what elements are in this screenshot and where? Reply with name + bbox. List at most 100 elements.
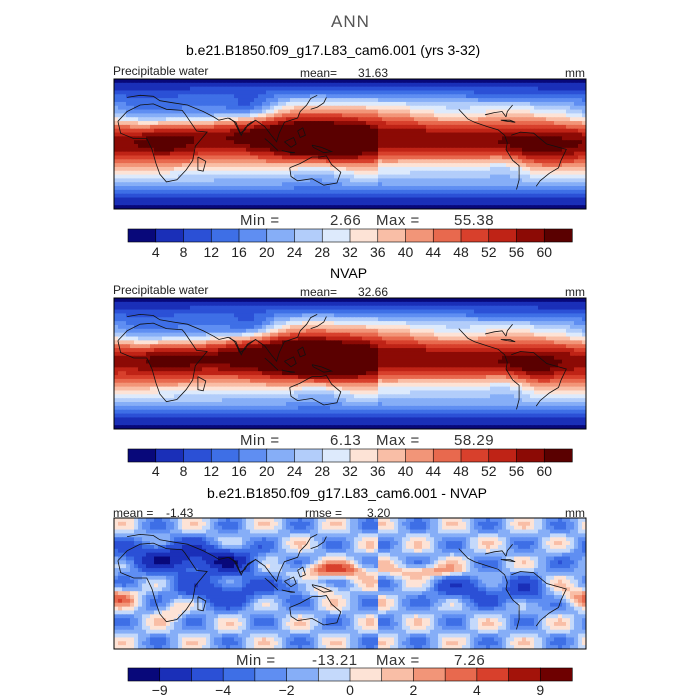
colorbar-1-swatch <box>432 228 462 243</box>
panel-3-max-label: Max = <box>376 652 420 669</box>
colorbar-2-tick-label: 32 <box>342 463 358 479</box>
panel-2-units: mm <box>565 285 585 299</box>
panel-3-units: mm <box>565 506 585 520</box>
colorbar-2-swatch <box>460 448 490 463</box>
colorbar-2-swatch <box>488 448 518 463</box>
panel-2-min-value: 6.13 <box>330 432 362 449</box>
panel-3-rmse-value: 3.20 <box>367 506 391 520</box>
colorbar-2-swatch <box>321 448 351 463</box>
colorbar-1-tick-label: 16 <box>231 244 247 260</box>
panel-2-map <box>114 298 586 429</box>
colorbar-1-swatch <box>155 228 185 243</box>
panel-3-mean-label: mean = <box>113 506 154 520</box>
colorbar-1-swatch <box>294 228 323 243</box>
colorbar-1-tick-label: 60 <box>536 244 552 260</box>
colorbar-3-swatch <box>381 667 415 682</box>
colorbar-3-tick-label: 9 <box>536 682 544 698</box>
panel-3-max-value: 7.26 <box>454 652 486 669</box>
colorbar-1-swatch <box>266 228 296 243</box>
colorbar-2-swatch <box>543 448 573 463</box>
colorbar-3-swatch <box>413 667 446 682</box>
colorbar-3-swatch <box>222 667 256 682</box>
colorbar-1-swatch <box>321 228 351 243</box>
panel-1-map <box>114 79 586 209</box>
colorbar-3-tick-label: −4 <box>215 682 231 698</box>
colorbar-2-swatch <box>127 448 157 463</box>
main-title: ANN <box>331 12 370 31</box>
colorbar-3-swatch <box>127 667 161 682</box>
colorbar-1-swatch <box>543 228 573 243</box>
colorbar-2-tick-label: 40 <box>398 463 414 479</box>
colorbar-1-tick-label: 12 <box>203 244 219 260</box>
colorbar-3-swatch <box>476 667 510 682</box>
panel-1-variable-label: Precipitable water <box>113 64 209 78</box>
colorbar-1-swatch <box>488 228 518 243</box>
panel-3-frame <box>113 517 587 650</box>
colorbar-1-tick-label: 24 <box>287 244 303 260</box>
panel-2-mean-value: 32.66 <box>358 285 389 299</box>
colorbar-2-tick-label: 28 <box>314 463 330 479</box>
colorbar-3-tick-label: 2 <box>410 682 418 698</box>
panel-2-mean-label: mean= <box>300 285 338 299</box>
colorbar-1-tick-label: 40 <box>398 244 414 260</box>
colorbar-3-swatch <box>159 667 193 682</box>
colorbar-1-tick-label: 44 <box>425 244 441 260</box>
colorbar-1-swatch <box>349 228 379 243</box>
colorbar-3-tick-label: −2 <box>279 682 295 698</box>
colorbar-3-swatch <box>286 667 319 682</box>
colorbar-1-swatch <box>183 228 212 243</box>
colorbar-2-tick-label: 52 <box>481 463 497 479</box>
colorbar-3-swatch <box>444 667 478 682</box>
colorbar-1-swatch <box>516 228 545 243</box>
panel-1-units: mm <box>565 66 585 80</box>
colorbar-3-tick-label: 0 <box>346 682 354 698</box>
colorbar-3-swatch <box>539 667 573 682</box>
colorbar-2-tick-label: 12 <box>203 463 219 479</box>
colorbar-2-swatch <box>210 448 240 463</box>
coastlines <box>117 94 567 630</box>
colorbar-2-swatch <box>349 448 379 463</box>
panel-1-max-value: 55.38 <box>454 212 495 229</box>
panel-1-mean-value: 31.63 <box>358 66 389 80</box>
colorbar-1-tick-label: 20 <box>259 244 275 260</box>
colorbar-1-swatch <box>460 228 490 243</box>
colorbar-2-tick-label: 24 <box>287 463 303 479</box>
panel-2-variable-label: Precipitable water <box>113 283 209 297</box>
colorbar-2-swatch <box>377 448 407 463</box>
panel-3-map <box>114 518 586 649</box>
colorbar-3-swatch <box>317 667 351 682</box>
colorbar-3-swatch <box>508 667 541 682</box>
colorbar-1-tick-label: 32 <box>342 244 358 260</box>
colorbar-2-tick-label: 4 <box>152 463 160 479</box>
panel-2-title: NVAP <box>330 265 368 281</box>
colorbar-1-tick-label: 8 <box>180 244 188 260</box>
panel-2-max-label: Max = <box>376 432 420 449</box>
colorbar-2-tick-label: 44 <box>425 463 441 479</box>
colorbar-1-swatch <box>210 228 240 243</box>
colorbar-2-tick-label: 60 <box>536 463 552 479</box>
panel-1-frame <box>113 78 587 210</box>
panel-3-title: b.e21.B1850.f09_g17.L83_cam6.001 - NVAP <box>207 485 487 501</box>
panel-2-max-value: 58.29 <box>454 432 495 449</box>
colorbar-3-swatch <box>254 667 288 682</box>
colorbar-2-tick-label: 48 <box>453 463 469 479</box>
colorbar-1-tick-label: 56 <box>509 244 525 260</box>
panel-3-min-label: Min = <box>236 652 276 669</box>
colorbar-2-swatch <box>405 448 434 463</box>
colorbar-2-tick-label: 20 <box>259 463 275 479</box>
colorbar-2-swatch <box>266 448 296 463</box>
colorbar-3-tick-label: 4 <box>473 682 481 698</box>
colorbar-2-swatch <box>183 448 212 463</box>
colorbar-2-tick-label: 56 <box>509 463 525 479</box>
panel-1-mean-label: mean= <box>300 66 338 80</box>
colorbar-2-tick-label: 8 <box>180 463 188 479</box>
panel-2-frame <box>113 297 587 430</box>
panel-3-min-value: -13.21 <box>312 652 358 669</box>
panel-1-min-label: Min = <box>240 212 280 229</box>
colorbar-1-swatch <box>405 228 434 243</box>
panel-3-mean-value: -1.43 <box>166 506 194 520</box>
colorbar-1-swatch <box>238 228 268 243</box>
panel-1-max-label: Max = <box>376 212 420 229</box>
